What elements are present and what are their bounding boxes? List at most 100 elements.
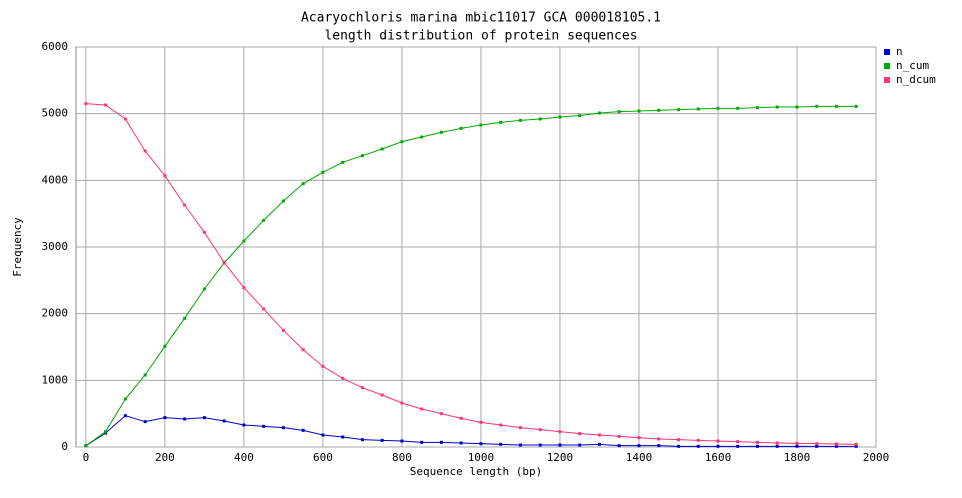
- x-tick-label: 1800: [784, 451, 811, 464]
- data-point: [281, 328, 285, 332]
- data-point: [459, 441, 463, 445]
- data-point: [815, 442, 819, 446]
- data-point: [439, 412, 443, 416]
- data-point: [321, 433, 325, 437]
- data-point: [183, 316, 187, 320]
- y-tick-label: 6000: [42, 40, 69, 53]
- data-point: [360, 386, 364, 390]
- data-point: [420, 440, 424, 444]
- x-tick-label: 1600: [705, 451, 732, 464]
- data-point: [143, 373, 147, 377]
- x-tick-label: 800: [392, 451, 412, 464]
- data-point: [499, 423, 503, 427]
- series-line: [85, 103, 857, 445]
- data-point: [163, 174, 167, 178]
- data-point: [262, 307, 266, 311]
- x-tick-label: 200: [155, 451, 175, 464]
- data-point: [400, 439, 404, 443]
- data-point: [499, 442, 503, 446]
- data-point: [202, 416, 206, 420]
- data-point: [123, 397, 127, 401]
- data-point: [143, 420, 147, 424]
- data-point: [104, 430, 108, 434]
- data-point: [84, 444, 88, 448]
- data-point: [637, 109, 641, 113]
- data-point: [183, 203, 187, 207]
- data-point: [341, 435, 345, 439]
- data-point: [597, 111, 601, 115]
- data-point: [439, 440, 443, 444]
- x-tick-label: 400: [234, 451, 254, 464]
- data-point: [736, 440, 740, 444]
- data-point: [400, 401, 404, 405]
- y-axis-label: Frequency: [11, 217, 24, 277]
- data-point: [676, 444, 680, 448]
- data-point: [499, 120, 503, 124]
- data-point: [479, 442, 483, 446]
- data-point: [518, 426, 522, 430]
- data-point: [834, 444, 838, 448]
- data-point: [597, 433, 601, 437]
- data-point: [222, 419, 226, 423]
- data-point: [538, 443, 542, 447]
- data-point: [123, 117, 127, 121]
- data-point: [854, 444, 858, 448]
- data-point: [163, 416, 167, 420]
- data-point: [775, 444, 779, 448]
- data-point: [183, 417, 187, 421]
- data-point: [84, 102, 88, 106]
- data-point: [341, 160, 345, 164]
- data-point: [617, 110, 621, 114]
- data-point: [538, 117, 542, 121]
- data-point: [143, 149, 147, 153]
- data-point: [321, 364, 325, 368]
- data-point: [676, 438, 680, 442]
- data-point: [301, 182, 305, 186]
- data-point: [360, 154, 364, 158]
- data-point: [834, 442, 838, 446]
- x-tick-label: 1200: [547, 451, 574, 464]
- data-point: [202, 287, 206, 291]
- data-point: [420, 135, 424, 139]
- data-point: [854, 104, 858, 108]
- y-tick-label: 1000: [42, 373, 69, 386]
- data-point: [123, 414, 127, 418]
- data-point: [380, 438, 384, 442]
- data-point: [696, 438, 700, 442]
- y-tick-label: 2000: [42, 307, 69, 320]
- data-point: [380, 147, 384, 151]
- data-point: [834, 104, 838, 108]
- data-point: [716, 444, 720, 448]
- data-point: [795, 444, 799, 448]
- data-point: [637, 436, 641, 440]
- x-tick-label: 600: [313, 451, 333, 464]
- data-point: [578, 443, 582, 447]
- x-tick-label: 1000: [468, 451, 495, 464]
- data-point: [736, 106, 740, 110]
- data-point: [755, 106, 759, 110]
- data-point: [775, 441, 779, 445]
- data-point: [815, 444, 819, 448]
- x-tick-label: 2000: [863, 451, 890, 464]
- data-point: [479, 420, 483, 424]
- data-point: [795, 441, 799, 445]
- data-point: [597, 442, 601, 446]
- series-line: [85, 105, 857, 447]
- y-tick-label: 4000: [42, 173, 69, 186]
- data-point: [617, 434, 621, 438]
- data-point: [696, 107, 700, 111]
- data-point: [242, 286, 246, 290]
- x-tick-label: 0: [83, 451, 90, 464]
- data-point: [202, 230, 206, 234]
- data-point: [479, 123, 483, 127]
- data-point: [716, 106, 720, 110]
- data-point: [459, 416, 463, 420]
- data-point: [578, 432, 582, 436]
- data-point: [676, 108, 680, 112]
- data-point: [558, 443, 562, 447]
- y-tick-label: 0: [61, 440, 68, 453]
- data-point: [380, 393, 384, 397]
- data-point: [262, 424, 266, 428]
- data-point: [657, 437, 661, 441]
